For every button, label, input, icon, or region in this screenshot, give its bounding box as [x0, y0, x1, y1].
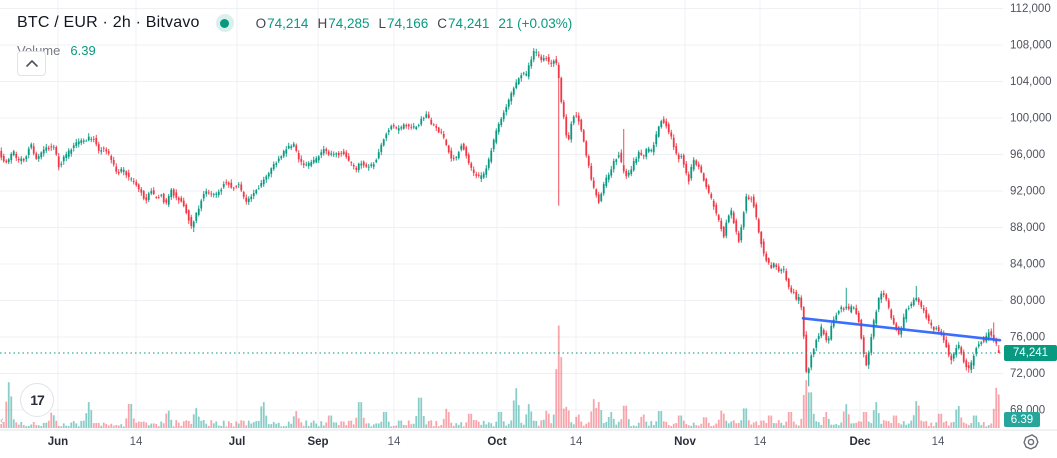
price-axis-label: 76,000: [1010, 332, 1045, 344]
price-axis-label: 92,000: [1010, 186, 1045, 198]
time-axis-label: Oct: [487, 436, 506, 448]
chart-legend: BTC / EUR · 2h · Bitvavo O 74,214 H 74,285…: [17, 11, 572, 76]
symbol-title[interactable]: BTC / EUR · 2h · Bitvavo: [17, 14, 200, 31]
time-axis[interactable]: Jun 14 Jul Sep 14 Oct 14 Nov 14 Dec 14: [48, 436, 945, 448]
price-axis-label: 88,000: [1010, 222, 1045, 234]
time-axis-label: 14: [932, 436, 945, 448]
high-value: 74,285: [328, 15, 370, 31]
volume-value-label[interactable]: 6.39: [1004, 412, 1040, 427]
grid-lines: [0, 0, 1003, 430]
scroll-left-hint-icon: ‹: [0, 415, 4, 427]
high-key: H: [317, 15, 328, 31]
close-value: 74,241: [448, 15, 490, 31]
candles: [0, 48, 1000, 387]
time-axis-label: Jun: [48, 436, 68, 448]
price-axis-label: 104,000: [1010, 76, 1052, 88]
gear-icon: [1023, 434, 1039, 450]
status-dot-icon: [220, 18, 230, 28]
close-key: C: [437, 15, 448, 31]
price-axis-label: 80,000: [1010, 295, 1045, 307]
price-axis-label: 84,000: [1010, 259, 1045, 271]
volume-indicator-value: 6.39: [70, 42, 96, 58]
volume-bars: [0, 325, 1000, 428]
axis-settings-gear-icon[interactable]: [1022, 433, 1040, 451]
price-axis-label: 96,000: [1010, 149, 1045, 161]
symbol-legend-row: BTC / EUR · 2h · Bitvavo O 74,214 H 74,285…: [17, 11, 572, 35]
time-axis-label: Dec: [849, 436, 871, 448]
volume-legend-row: Volume 6.39: [17, 40, 572, 60]
collapse-legend-button[interactable]: [17, 51, 46, 76]
low-value: 74,166: [387, 15, 429, 31]
tradingview-logo[interactable]: 17: [20, 383, 54, 417]
low-key: L: [378, 15, 386, 31]
time-axis-label: Sep: [307, 436, 328, 448]
open-key: O: [255, 15, 267, 31]
time-axis-label: 14: [754, 436, 767, 448]
change-value: 21 (+0.03%): [498, 15, 573, 31]
time-axis-label: 14: [570, 436, 583, 448]
chevron-up-icon: [25, 60, 38, 67]
trend-line-drawing[interactable]: [801, 316, 1002, 342]
price-axis-label: 100,000: [1010, 113, 1052, 125]
price-axis-label: 112,000: [1010, 3, 1051, 15]
open-value: 74,214: [267, 15, 309, 31]
time-axis-label: Nov: [674, 436, 696, 448]
time-axis-label: 14: [130, 436, 143, 448]
price-axis-label: 108,000: [1010, 40, 1052, 52]
ohlc-values: O 74,214 H 74,285 L 74,166 C 74,241 21 (+0.0…: [256, 16, 573, 31]
time-axis-label: 14: [388, 436, 401, 448]
last-price-label[interactable]: 74,241: [1004, 345, 1057, 362]
time-axis-label: Jul: [229, 436, 246, 448]
price-axis-label: 72,000: [1010, 368, 1045, 380]
market-status-indicator[interactable]: [215, 14, 234, 32]
